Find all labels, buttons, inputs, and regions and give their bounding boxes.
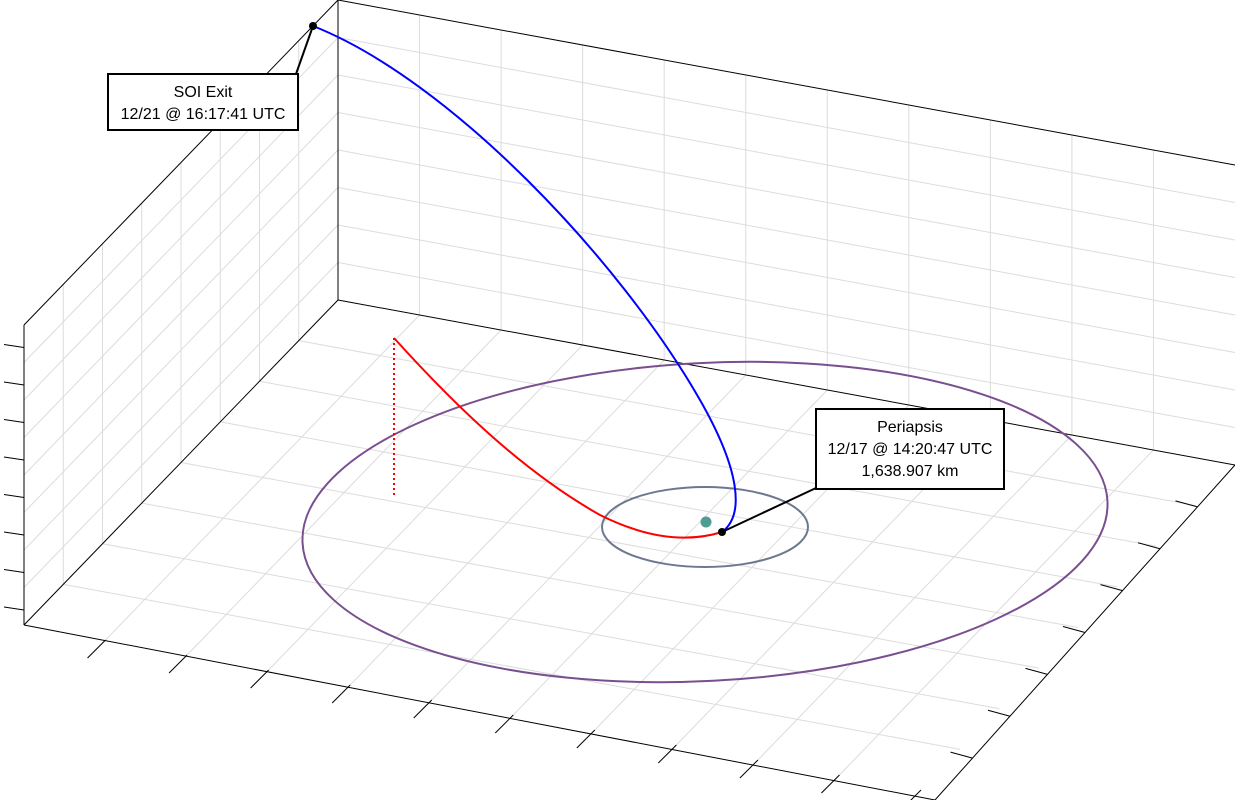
back-wall-gridline xyxy=(337,187,1235,353)
y-axis-tick xyxy=(1025,667,1048,675)
z-axis-tick xyxy=(3,569,25,573)
soi-exit-time: 12/21 @ 16:17:41 UTC xyxy=(121,106,286,123)
floor-gridline xyxy=(141,502,1039,669)
z-axis-tick xyxy=(3,381,25,386)
x-axis-tick xyxy=(658,744,677,764)
z-axis-tick xyxy=(3,531,25,536)
z-axis-tick xyxy=(3,494,25,498)
z-axis-tick xyxy=(3,456,25,461)
y-axis-tick xyxy=(1175,500,1198,508)
central-body xyxy=(700,516,712,528)
floor-gridline xyxy=(102,543,1000,710)
left-wall-gridline xyxy=(23,262,339,588)
back-wall-gridline xyxy=(337,37,1235,203)
left-wall-gridline xyxy=(23,187,339,513)
soi-exit-annotation: SOI Exit 12/21 @ 16:17:41 UTC xyxy=(107,73,299,131)
back-wall-gridline xyxy=(337,262,1235,428)
z-axis-tick xyxy=(3,419,25,423)
x-axis-tick xyxy=(331,684,351,704)
z-axis-tick xyxy=(3,606,25,611)
outer-orbit xyxy=(301,360,1109,684)
departure-trajectory xyxy=(312,25,737,533)
periapsis-title: Periapsis xyxy=(877,419,943,436)
x-axis-tick xyxy=(413,699,433,719)
y-axis-tick xyxy=(1062,626,1086,633)
left-wall-gridline xyxy=(23,149,339,476)
back-wall-gridline xyxy=(337,224,1235,391)
x-axis-tick xyxy=(739,759,759,779)
soi-exit-title: SOI Exit xyxy=(174,84,233,101)
inner-orbit xyxy=(601,486,809,568)
back-wall-gridline xyxy=(337,112,1235,278)
y-axis-tick xyxy=(987,709,1011,717)
floor-gridline xyxy=(63,583,961,750)
periapsis-time: 12/17 @ 14:20:47 UTC xyxy=(828,441,993,458)
approach-trajectory xyxy=(393,337,723,539)
back-wall-gridline xyxy=(337,74,1235,241)
floor-gridline xyxy=(259,380,1157,547)
x-axis-tick xyxy=(821,774,840,794)
x-axis-tick xyxy=(250,669,269,689)
x-axis-tick xyxy=(576,729,596,749)
left-wall-gridline xyxy=(23,224,339,551)
axis-ticks xyxy=(3,344,1198,800)
floor-grid xyxy=(63,314,1196,776)
periapsis-annotation: Periapsis 12/17 @ 14:20:47 UTC 1,638.907… xyxy=(815,408,1005,490)
y-axis-tick xyxy=(1100,584,1123,592)
x-axis-tick xyxy=(87,639,106,659)
soi-exit-leader xyxy=(295,25,314,75)
x-axis-tick xyxy=(168,654,188,674)
floor-gridline xyxy=(298,340,1196,507)
periapsis-leader xyxy=(721,487,817,533)
back-wall-grid xyxy=(337,0,1235,465)
z-axis-tick xyxy=(3,344,25,348)
y-axis-tick xyxy=(1137,542,1161,550)
periapsis-altitude: 1,638.907 km xyxy=(862,463,959,480)
back-wall-gridline xyxy=(337,149,1235,316)
y-axis-tick xyxy=(950,751,973,759)
x-axis-tick xyxy=(494,714,514,734)
floor-gridline xyxy=(180,462,1079,628)
left-wall-gridline xyxy=(23,112,339,438)
x-axis-tick xyxy=(910,789,922,800)
